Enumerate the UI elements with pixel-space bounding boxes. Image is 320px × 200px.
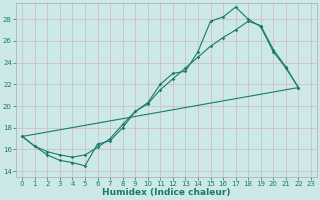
X-axis label: Humidex (Indice chaleur): Humidex (Indice chaleur) [102,188,231,197]
